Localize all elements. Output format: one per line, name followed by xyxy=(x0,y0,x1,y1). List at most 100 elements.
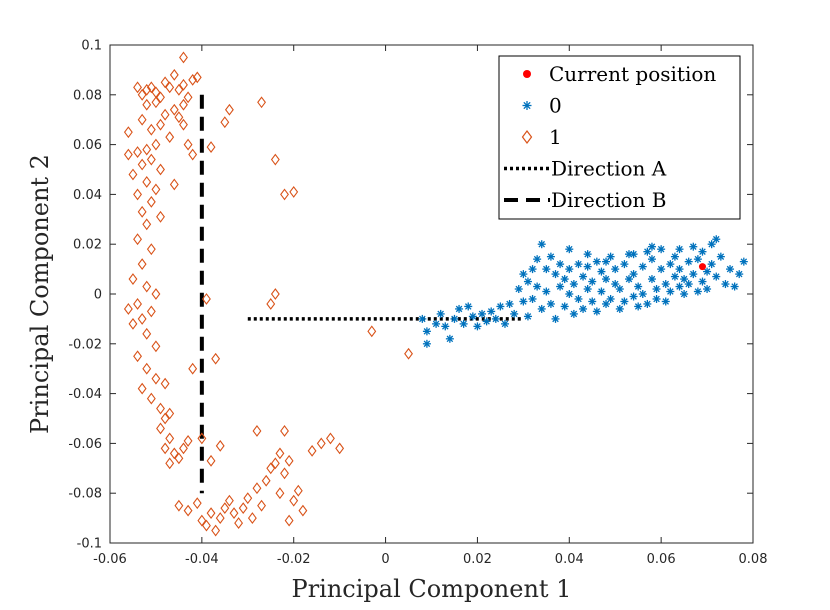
class-0-point xyxy=(505,299,514,308)
class-1-point xyxy=(183,91,193,104)
y-tick-label: 0.06 xyxy=(73,138,102,153)
class-0-point xyxy=(629,292,638,301)
class-0-point xyxy=(698,247,707,256)
class-1-point xyxy=(137,205,147,218)
current-position-markers xyxy=(698,263,706,271)
class-0-point xyxy=(675,282,684,291)
class-0-point xyxy=(473,322,482,331)
class-0-point xyxy=(519,270,528,279)
class-1-point xyxy=(183,504,193,517)
class-1-point xyxy=(146,243,156,256)
class-1-point xyxy=(179,118,188,131)
class-1-point xyxy=(243,492,253,505)
class-1-point xyxy=(142,143,152,156)
class-1-point xyxy=(266,298,276,310)
y-tick-label: 0.08 xyxy=(73,88,102,103)
y-tick-label: 0 xyxy=(94,288,102,303)
class-1-point xyxy=(280,188,289,201)
legend-current-position-label: Current position xyxy=(549,62,716,86)
class-0-point xyxy=(661,280,670,289)
class-0-point xyxy=(615,304,624,313)
class-1-point xyxy=(146,123,156,136)
x-tick-label: 0 xyxy=(381,552,389,567)
class-0-point xyxy=(445,334,454,343)
legend-box xyxy=(498,55,741,220)
class-0-point xyxy=(707,260,716,269)
class-1-point xyxy=(188,148,198,161)
class-1-point xyxy=(133,81,142,94)
class-0-point xyxy=(482,317,491,326)
x-tick-label: 0.06 xyxy=(647,552,676,567)
class-1-point xyxy=(137,88,147,101)
class-1-point xyxy=(165,432,175,445)
class-0-point xyxy=(634,302,643,311)
class-1-point xyxy=(197,514,207,527)
class-0-point xyxy=(468,312,477,321)
class-1-point xyxy=(188,362,198,375)
class-1-point xyxy=(326,432,335,445)
axis-ticks: -0.06 -0.04 -0.02 0 0.02 0.04 0.06 0.08-0.1-0.0… xyxy=(68,39,767,568)
class-0-point xyxy=(657,265,666,274)
class-0-point xyxy=(647,255,656,264)
class-0-point xyxy=(592,307,601,316)
class-1-point xyxy=(211,524,221,537)
legend-current-position-symbol xyxy=(523,70,531,78)
class-0-point xyxy=(592,257,601,266)
class-1-point xyxy=(202,519,211,532)
class-0-point xyxy=(436,309,445,318)
class-0-point xyxy=(537,240,546,249)
y-axis-label: Principal Component 2 xyxy=(26,154,54,434)
class-1-point xyxy=(142,218,152,231)
class-1-point xyxy=(192,497,202,510)
class-0-point xyxy=(533,255,542,264)
class-1-point xyxy=(229,507,239,520)
class-0-point xyxy=(698,277,707,286)
class-0-point xyxy=(551,314,560,323)
class-1-point xyxy=(298,504,308,517)
legend-class-1-label: 1 xyxy=(549,125,562,149)
class-0-point xyxy=(500,319,509,328)
class-1-point xyxy=(151,340,161,353)
class-0-point xyxy=(569,280,578,289)
class-0-point xyxy=(615,285,624,294)
class-1-point xyxy=(123,303,133,315)
class-0-point xyxy=(634,282,643,291)
class-0-point xyxy=(565,245,574,254)
class-0-point xyxy=(730,282,739,291)
class-1-point xyxy=(151,183,161,196)
class-1-point xyxy=(151,372,161,385)
class-0-point xyxy=(657,245,666,254)
class-1-point xyxy=(289,185,299,198)
legend-direction-b-label: Direction B xyxy=(551,188,666,212)
class-0-point xyxy=(542,287,551,296)
class-1-point xyxy=(289,494,299,507)
class-0-point xyxy=(579,272,588,281)
class-1-point xyxy=(146,195,156,208)
class-1-point xyxy=(179,98,188,111)
class-0-point xyxy=(519,297,528,306)
class-0-point xyxy=(455,304,464,313)
class-0-point xyxy=(588,277,597,286)
class-0-point xyxy=(496,302,505,311)
class-1-point xyxy=(188,73,198,86)
class-1-point xyxy=(160,442,170,455)
class-0-point xyxy=(556,260,565,269)
y-tick-label: -0.06 xyxy=(68,437,102,452)
class-0-point xyxy=(418,314,427,323)
class-1-point xyxy=(284,454,294,467)
x-tick-label: 0.04 xyxy=(555,552,584,567)
class-1-point xyxy=(183,138,193,151)
class-0-point xyxy=(629,250,638,259)
class-0-point xyxy=(652,294,661,303)
class-1-point xyxy=(128,273,138,285)
class-1-point xyxy=(280,425,289,437)
y-tick-label: -0.1 xyxy=(77,537,102,552)
class-0-point xyxy=(537,304,546,313)
class-0-point xyxy=(643,247,652,256)
x-tick-label: -0.04 xyxy=(185,552,219,567)
class-1-point xyxy=(284,514,294,527)
current-position-point xyxy=(698,263,706,271)
class-0-point xyxy=(560,302,569,311)
class-1-point xyxy=(367,325,377,338)
